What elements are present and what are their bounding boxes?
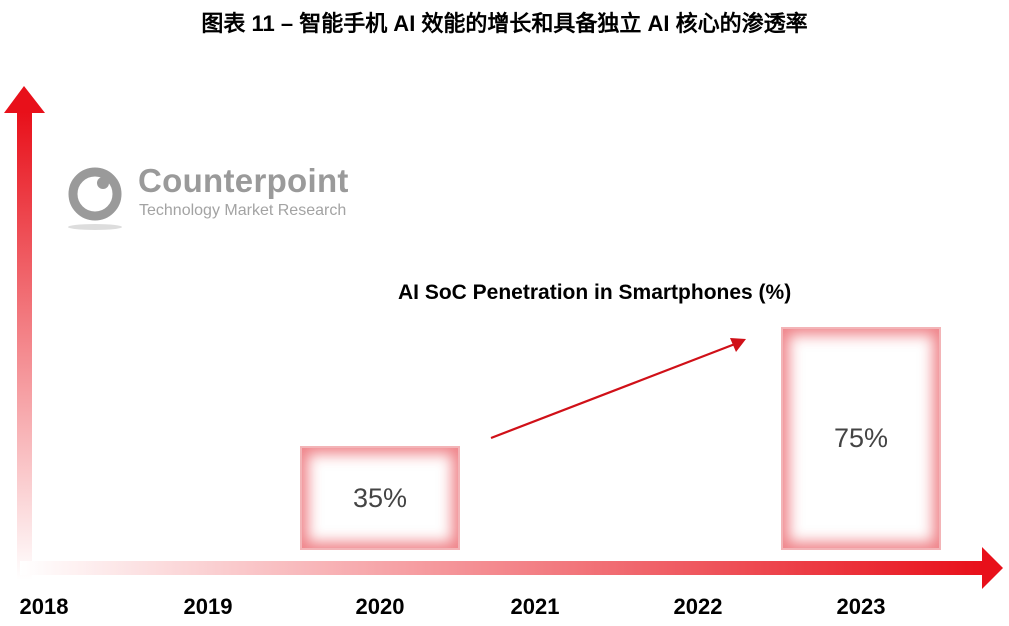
counterpoint-logo-icon <box>68 167 122 230</box>
logo-tagline: Technology Market Research <box>139 202 347 219</box>
logo-name: Counterpoint <box>138 162 349 199</box>
figure-title: 图表 11 – 智能手机 AI 效能的增长和具备独立 AI 核心的渗透率 <box>201 11 808 36</box>
chart-title: AI SoC Penetration in Smartphones (%) <box>398 281 792 304</box>
x-tick-label: 2022 <box>673 594 723 619</box>
x-tick-label: 2019 <box>183 594 233 619</box>
y-axis-shaft <box>17 112 32 580</box>
bar-2020: 35% <box>300 446 460 550</box>
trend-arrowhead <box>730 338 746 352</box>
x-tick-label: 2023 <box>836 594 886 619</box>
x-tick-label: 2020 <box>355 594 405 619</box>
bar-2023: 75% <box>781 327 941 550</box>
x-tick-label: 2018 <box>19 594 69 619</box>
bar-value-label: 75% <box>833 423 889 454</box>
counterpoint-logo: Counterpoint Technology Market Research <box>62 158 392 233</box>
x-axis-arrowhead <box>982 547 1003 589</box>
x-tick-label: 2021 <box>510 594 560 619</box>
x-axis-shaft <box>20 561 984 575</box>
bar-value-label: 35% <box>352 482 408 513</box>
trend-arrow-line <box>490 342 736 440</box>
y-axis-arrowhead <box>4 86 45 113</box>
